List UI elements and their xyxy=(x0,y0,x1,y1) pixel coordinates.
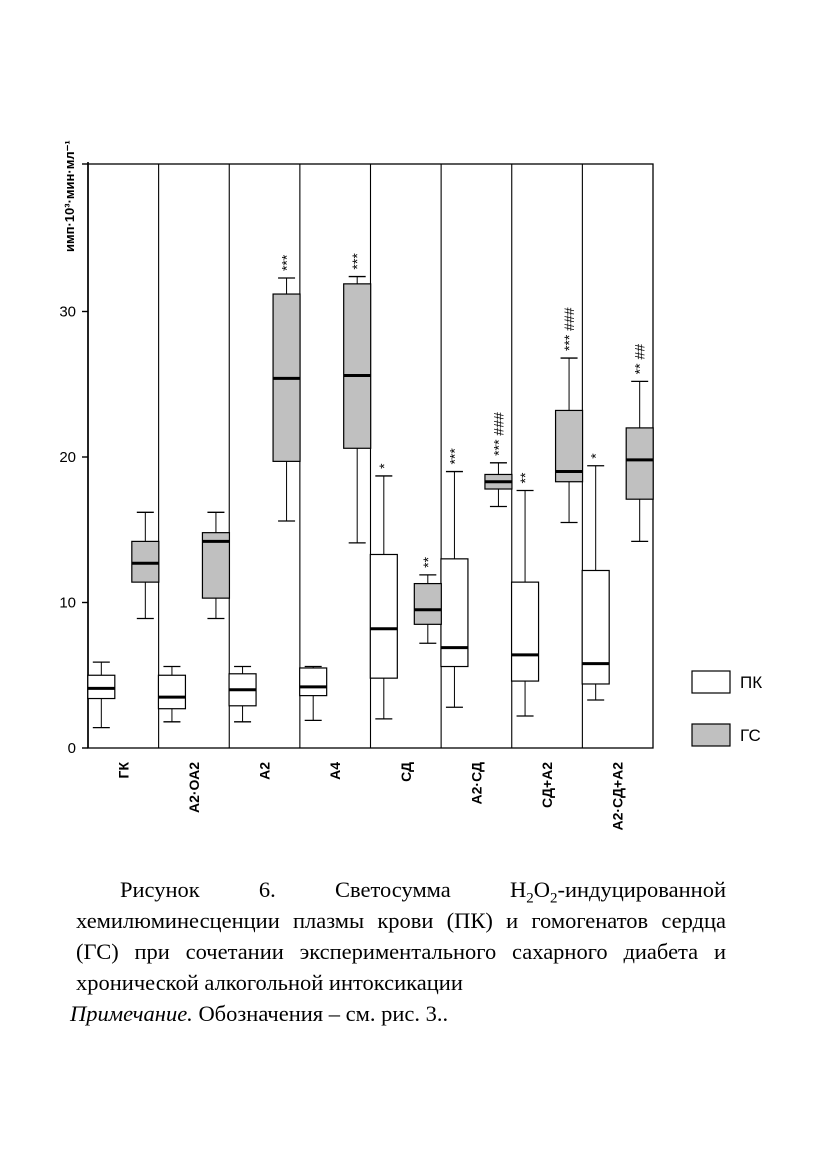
caption-rest: -индуцированной хемилюминесценции плазмы… xyxy=(76,877,726,995)
box-body xyxy=(440,558,469,668)
box-gs-3: *** xyxy=(272,254,301,522)
figure-caption-text: Рисунок 6. Светосумма H2O2-индуцированно… xyxy=(76,874,726,998)
box-body xyxy=(554,409,584,483)
box-body xyxy=(625,427,654,500)
significance-label: *** xyxy=(279,254,295,271)
box-pk-4 xyxy=(299,665,328,722)
x-tick-label: ГК xyxy=(115,762,131,779)
y-tick-label: 0 xyxy=(68,740,76,757)
significance-label: *** xyxy=(349,253,365,270)
significance-label: ** xyxy=(420,556,436,567)
box-pk-5: * xyxy=(369,463,398,720)
significance-label: ** xyxy=(517,472,533,483)
legend-label: ПК xyxy=(740,673,762,692)
significance-label: *** ### xyxy=(561,307,577,351)
legend-swatch xyxy=(691,670,731,694)
box-body xyxy=(369,553,398,679)
box-body xyxy=(510,581,540,682)
significance-label: *** xyxy=(446,448,462,465)
x-tick-label: А2 xyxy=(257,762,273,780)
note-text: Обозначения – см. рис. 3.. xyxy=(192,1001,449,1026)
x-tick-label: А2·СД xyxy=(468,762,484,804)
box-gs-2 xyxy=(201,511,231,620)
box-gs-1 xyxy=(131,511,160,620)
box-body xyxy=(201,532,231,599)
box-gs-7: *** ### xyxy=(554,307,584,524)
significance-label: ** ## xyxy=(632,344,648,375)
x-tick-label: А2·ОА2 xyxy=(186,762,202,813)
box-body xyxy=(343,283,372,449)
box-pk-1 xyxy=(87,661,116,729)
caption-note: Примечание. Обозначения – см. рис. 3.. xyxy=(70,998,726,1029)
caption-subscript-1: 2 xyxy=(526,890,534,907)
legend-swatch xyxy=(691,723,731,747)
box-gs-5: ** xyxy=(413,556,442,644)
figure-caption: Рисунок 6. Светосумма H2O2-индуцированно… xyxy=(70,874,726,1029)
x-axis-labels: ГК А2·ОА2 А2 А4 СД А2·СД СД+А2 А2·СД+А2 xyxy=(115,762,625,831)
significance-label: * xyxy=(376,463,392,469)
box-pk-7: ** xyxy=(510,472,540,717)
box-gs-8: ** ## xyxy=(625,344,654,543)
box-body xyxy=(299,667,328,697)
legend-label: ГС xyxy=(740,726,761,745)
note-label: Примечание. xyxy=(70,1001,193,1026)
box-pk-3 xyxy=(228,665,257,723)
box-gs-6: *** ### xyxy=(484,412,513,508)
caption-mid: O xyxy=(533,877,550,902)
box-body xyxy=(413,582,442,625)
y-tick-label: 10 xyxy=(59,595,76,612)
box-gs-4: *** xyxy=(343,253,372,544)
y-tick-label: 30 xyxy=(59,304,76,321)
box-pk-6: *** xyxy=(440,448,469,708)
significance-label: * xyxy=(588,453,604,459)
y-axis-label: имп·10³·мин·мл⁻¹ xyxy=(62,140,77,252)
boxes: ********** ******** ###*** ###** ## xyxy=(87,253,654,729)
caption-subscript-2: 2 xyxy=(549,890,558,907)
x-tick-label: А2·СД+А2 xyxy=(610,762,626,831)
box-body xyxy=(157,674,187,710)
box-pk-8: * xyxy=(581,453,610,701)
box-pk-2 xyxy=(157,665,187,723)
y-axis: 0 10 20 30 xyxy=(59,162,89,757)
box-body xyxy=(581,569,610,685)
legend: ПК ГС xyxy=(691,670,762,747)
caption-prefix: Рисунок 6. Светосумма H xyxy=(120,877,527,902)
x-tick-label: СД xyxy=(398,762,414,782)
significance-label: *** ### xyxy=(490,412,506,456)
y-tick-label: 20 xyxy=(59,449,76,466)
x-tick-label: А4 xyxy=(327,762,343,780)
legend-item: ПК xyxy=(691,670,762,694)
x-tick-label: СД+А2 xyxy=(539,762,555,808)
legend-item: ГС xyxy=(691,723,761,747)
